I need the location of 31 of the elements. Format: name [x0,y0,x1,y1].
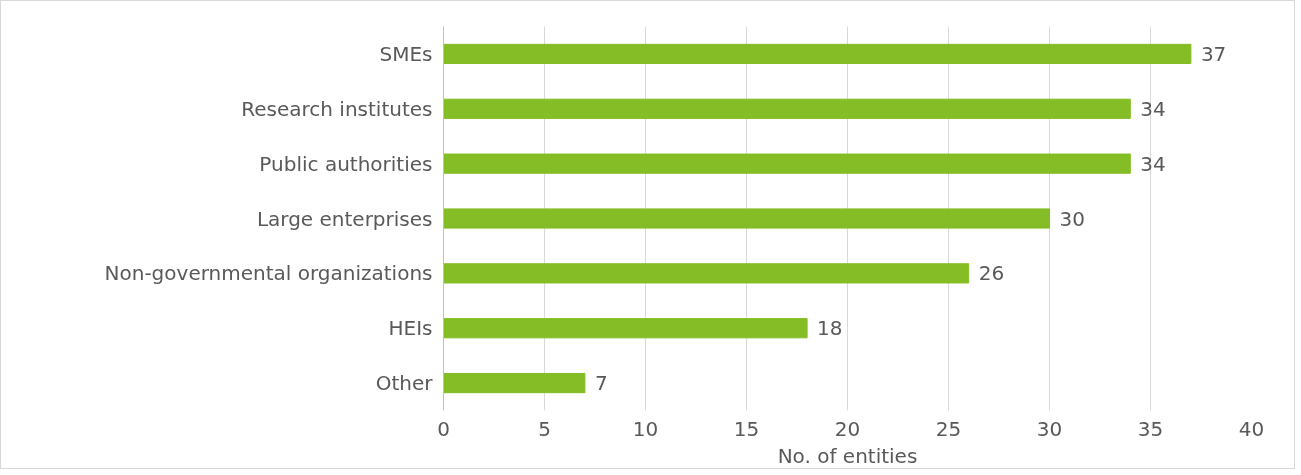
data-label: 34 [1140,151,1166,176]
bar [443,263,970,284]
y-tick-label: SMEs [379,41,433,66]
bar [443,208,1050,229]
bar [443,43,1192,65]
x-tick-label: 35 [1137,416,1164,441]
bar [443,98,1131,119]
x-tick-label: 25 [935,416,962,441]
data-label: 37 [1200,41,1227,66]
x-tick-label: 30 [1036,416,1063,441]
bar [443,153,1131,174]
y-tick-label: Large enterprises [256,206,433,231]
data-label: 18 [817,316,843,341]
y-tick-label: Other [375,371,434,396]
x-tick-label: 5 [538,416,551,441]
x-tick-label: 0 [437,416,450,441]
x-tick-label: 20 [834,416,861,441]
data-label: 34 [1140,96,1166,121]
bar [443,318,808,339]
data-label: 7 [594,371,608,396]
y-tick-label: HEIs [388,316,433,341]
data-label: 26 [978,261,1005,286]
x-tick-label: 15 [733,416,760,441]
y-tick-label: Public authorities [259,151,433,176]
x-tick-label: 10 [632,416,659,441]
data-label: 30 [1059,206,1085,231]
bar [443,372,586,394]
x-tick-label: 40 [1238,416,1265,441]
x-axis-title: No. of entities [777,443,918,468]
y-tick-label: Non-governmental organizations [104,261,433,286]
y-tick-label: Research institutes [241,96,433,121]
